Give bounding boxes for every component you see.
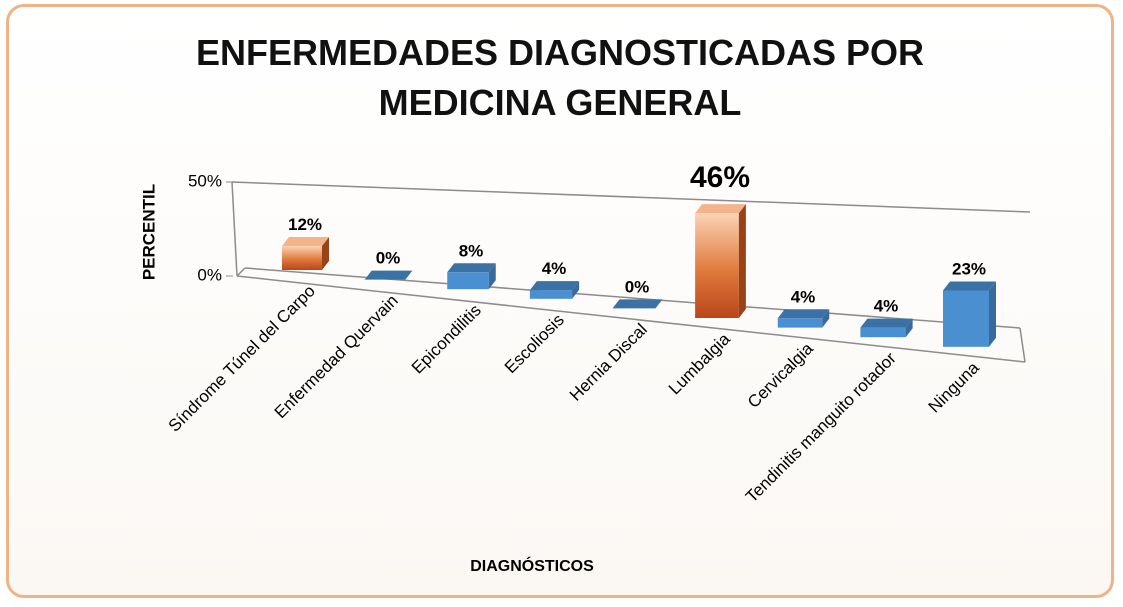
bar-face [777, 318, 823, 328]
data-label: 23% [952, 259, 986, 278]
bar-face [860, 318, 913, 328]
bar-face [612, 299, 663, 309]
bar [447, 263, 496, 290]
bar [612, 299, 663, 309]
data-label: 0% [625, 277, 650, 296]
bar-face [695, 204, 746, 214]
bar-face [738, 204, 746, 318]
bar-face [529, 281, 580, 291]
x-axis-label: DIAGNÓSTICOS [470, 556, 594, 575]
x-tick-label: Cervicalgia [744, 339, 817, 412]
x-tick-label: Escoliosis [501, 310, 568, 377]
bar-face [282, 246, 322, 270]
data-label: 4% [542, 259, 567, 278]
bar-face [905, 318, 913, 338]
bar-face [488, 263, 496, 290]
bar [860, 318, 913, 338]
bar-face [822, 309, 830, 328]
y-tick-label: 50% [188, 171, 222, 190]
bar-face [860, 327, 906, 338]
bar-face [989, 281, 996, 347]
bar-face [529, 290, 573, 299]
bar-face [572, 281, 580, 299]
bar [695, 204, 746, 318]
bar-face [695, 213, 739, 318]
bar [529, 281, 580, 299]
bar-face [943, 281, 996, 291]
y-tick-label: 0% [197, 265, 222, 284]
y-axis-label: PERCENTIL [139, 184, 158, 280]
bar [364, 270, 413, 280]
bar-face [282, 237, 329, 246]
x-tick-label: Ninguna [925, 358, 984, 417]
x-tick-label: Síndrome Túnel del Carpo [165, 281, 319, 435]
data-label: 4% [791, 287, 816, 306]
data-label: 8% [459, 241, 484, 260]
x-tick-label: Lumbalgia [665, 329, 734, 398]
data-label: 12% [288, 215, 322, 234]
data-label: 4% [874, 297, 899, 316]
x-tick-label: Tendinitis manguito rotador [742, 348, 900, 506]
chart-frame [6, 4, 1114, 598]
bar-face [447, 272, 489, 290]
bar-face [777, 309, 830, 319]
bar-face [447, 263, 496, 273]
bar-face [322, 237, 329, 270]
bar [777, 309, 830, 328]
bar-face [364, 270, 413, 280]
x-tick-label: Hernia Discal [566, 320, 651, 405]
data-label: 46% [690, 161, 750, 194]
bar-face [943, 290, 989, 347]
chart-title: ENFERMEDADES DIAGNOSTICADAS POR MEDICINA… [195, 32, 925, 123]
bar [943, 281, 996, 347]
data-label: 0% [376, 249, 401, 268]
bar [282, 237, 329, 270]
x-tick-label: Epicondilitis [408, 301, 485, 378]
